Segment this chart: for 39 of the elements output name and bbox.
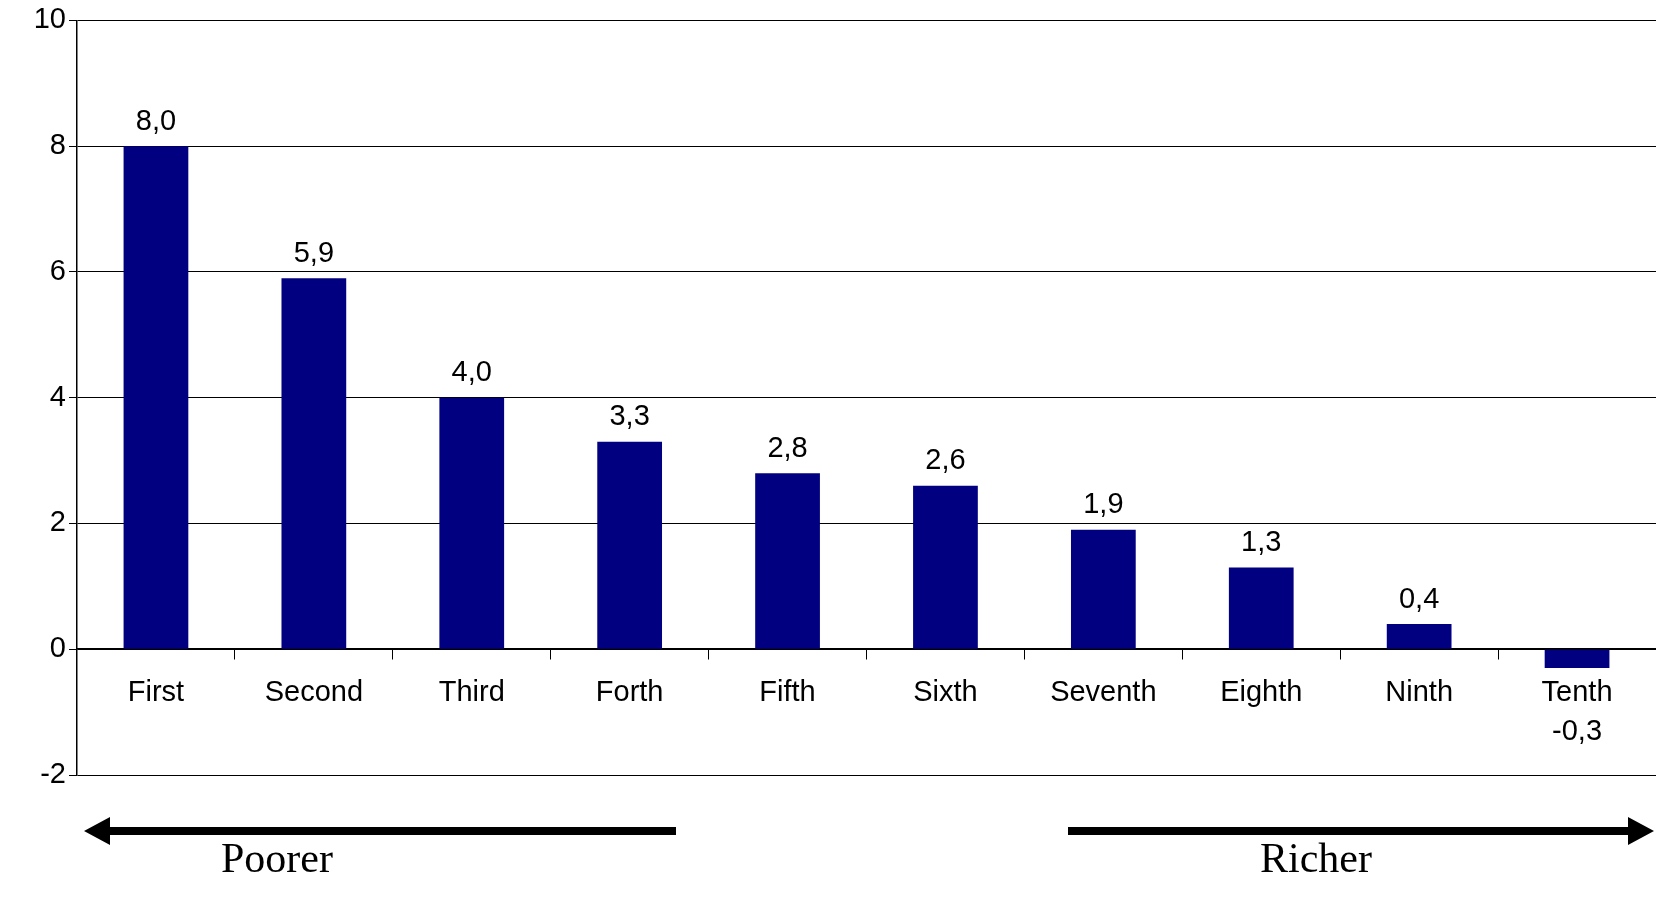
- x-tick-label: Fifth: [759, 674, 816, 707]
- x-tick-label: Third: [438, 674, 505, 707]
- data-label: 3,3: [609, 399, 650, 432]
- data-label: 1,3: [1241, 524, 1282, 557]
- bar: [1228, 567, 1294, 649]
- text: Richer: [1260, 834, 1372, 882]
- x-tick-label: Ninth: [1385, 674, 1453, 707]
- y-tick-label: 8: [49, 128, 66, 161]
- bar: [123, 146, 189, 649]
- x-tick-label: First: [127, 674, 185, 707]
- x-tick-label: Eighth: [1220, 674, 1303, 707]
- data-label: 8,0: [135, 103, 177, 136]
- y-tick-label: 10: [33, 2, 66, 35]
- data-label: -0,3: [1552, 713, 1603, 746]
- bar: [439, 397, 505, 649]
- x-tick-label: Sixth: [913, 674, 978, 707]
- y-tick-label: 4: [49, 379, 66, 412]
- x-tick-label: Second: [264, 674, 364, 707]
- y-tick-label: 0: [49, 631, 66, 664]
- bar: [281, 278, 347, 649]
- y-tick-label: 2: [49, 505, 66, 538]
- data-label: 1,9: [1083, 487, 1124, 520]
- data-label: 4,0: [451, 355, 492, 388]
- y-tick-label: 6: [49, 253, 66, 286]
- x-tick-label: Forth: [595, 674, 664, 707]
- bar: [1386, 624, 1452, 649]
- bar: [755, 473, 820, 649]
- bar: [1070, 529, 1136, 649]
- y-tick-label: -2: [40, 757, 66, 789]
- data-label: 2,8: [767, 430, 808, 463]
- bar: [597, 441, 663, 649]
- data-label: 2,6: [925, 443, 966, 476]
- x-tick-label: Tenth: [1541, 674, 1613, 707]
- data-label: 0,4: [1398, 581, 1440, 614]
- text: Poorer: [221, 834, 333, 882]
- x-tick-label: Seventh: [1050, 674, 1157, 707]
- data-label: 5,9: [293, 235, 335, 268]
- bar: [1544, 649, 1610, 669]
- bar: [913, 485, 978, 649]
